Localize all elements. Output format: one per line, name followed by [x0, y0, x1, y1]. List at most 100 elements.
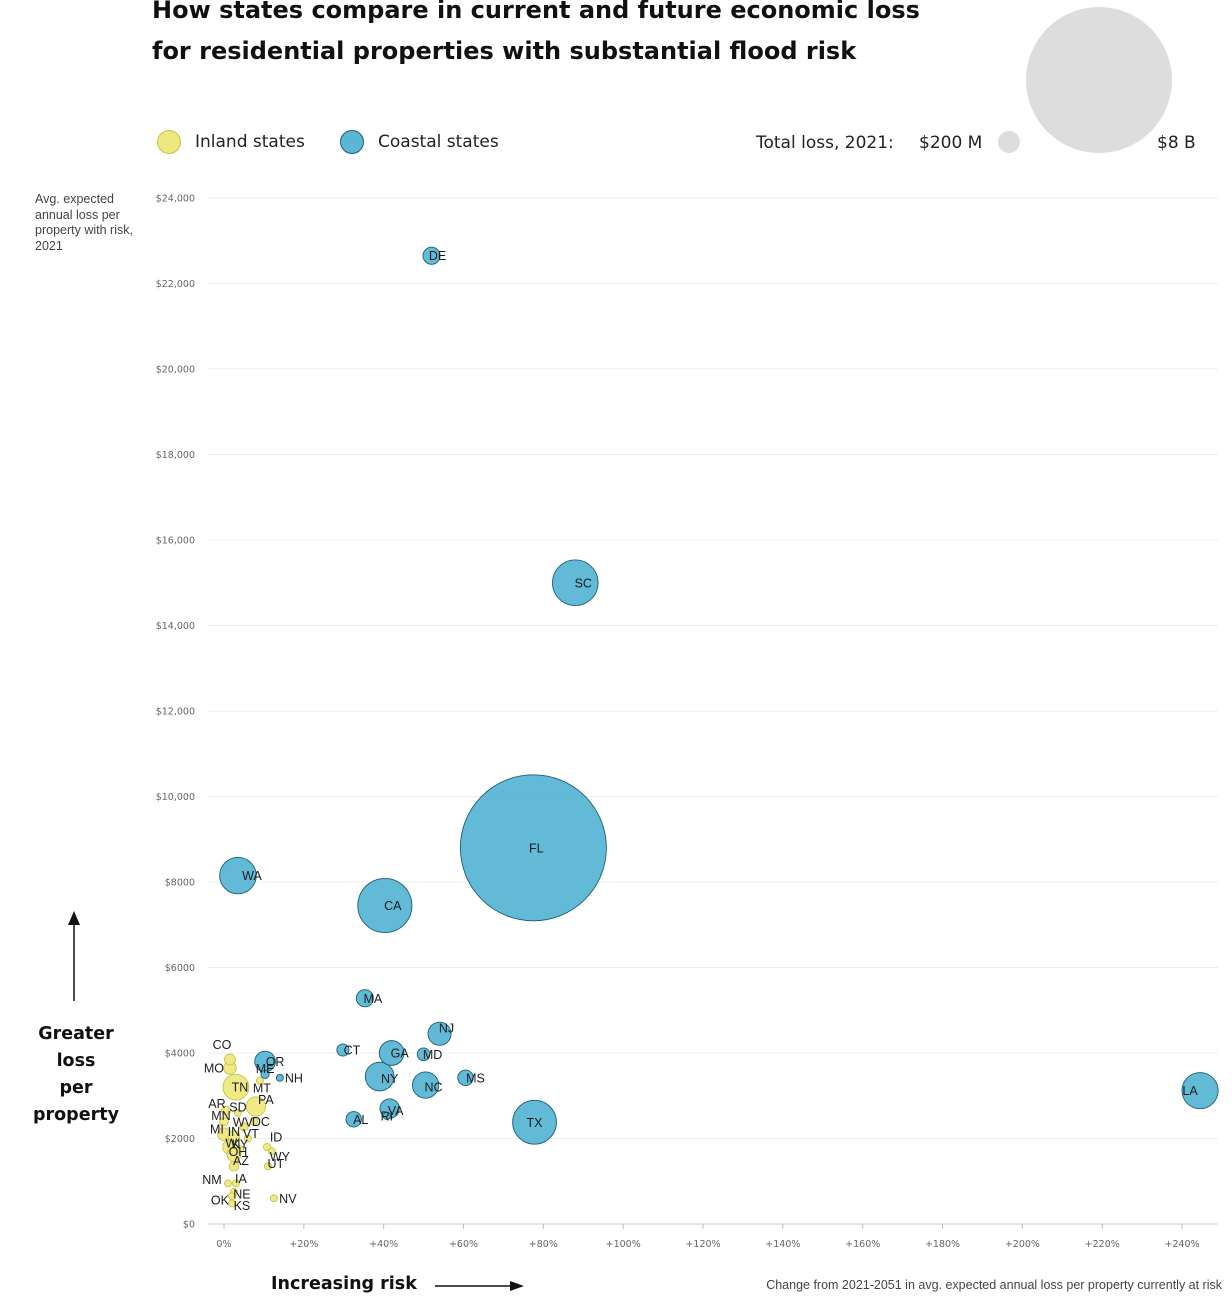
bubble-nc — [411, 1071, 440, 1099]
x-tick-label: +240% — [1165, 1239, 1200, 1250]
x-tick-label: +160% — [845, 1239, 880, 1250]
y-tick-label: $2000 — [165, 1134, 195, 1145]
size-legend-max-label: $8 B — [1157, 133, 1196, 153]
y-tick-label: $14,000 — [156, 621, 195, 632]
x-axis-description: Change from 2021-2051 in avg. expected a… — [766, 1278, 1222, 1292]
bubble-label-mt: MT — [253, 1081, 271, 1095]
y-arrow-label-line-1: Greater loss — [38, 1024, 114, 1071]
bubble-label-vt: VT — [243, 1127, 259, 1141]
bubble-ny — [364, 1061, 395, 1092]
bubble-in — [227, 1130, 241, 1143]
bubble-label-ca: CA — [384, 899, 402, 913]
bubble-label-wv: WV — [233, 1115, 254, 1129]
bubble-sc — [552, 559, 599, 606]
x-tick-label: +180% — [925, 1239, 960, 1250]
bubble-ma — [355, 989, 374, 1008]
bubble-label-mi: MI — [210, 1123, 224, 1137]
bubble-nv — [269, 1194, 278, 1203]
bubble-label-ma: MA — [364, 992, 383, 1006]
bubble-label-dc: DC — [252, 1115, 270, 1129]
y-tick-label: $24,000 — [156, 194, 195, 205]
bubble-label-ga: GA — [391, 1047, 410, 1061]
y-tick-label: $22,000 — [156, 279, 195, 290]
y-arrow — [68, 911, 80, 1001]
x-tick-label: +200% — [1005, 1239, 1040, 1250]
legend-coastal-label: Coastal states — [378, 132, 499, 152]
bubble-label-ok: OK — [211, 1194, 230, 1208]
bubble-la — [1181, 1072, 1219, 1110]
gridlines — [208, 197, 1218, 1225]
y-tick-label: $16,000 — [156, 536, 195, 547]
bubble-fl — [459, 774, 607, 922]
bubble-label-nj: NJ — [439, 1021, 454, 1035]
bubble-label-or: OR — [266, 1055, 285, 1069]
bubble-label-ny: NY — [381, 1072, 399, 1086]
bubble-label-nc: NC — [425, 1081, 443, 1095]
bubble-sd — [233, 1108, 242, 1117]
y-tick-label: $4000 — [165, 1049, 195, 1060]
bubble-label-pa: PA — [258, 1093, 274, 1107]
size-legend-min-label: $200 M — [919, 133, 983, 153]
x-arrow — [435, 1281, 524, 1291]
bubble-label-ky: KY — [232, 1138, 249, 1152]
bubbles — [217, 246, 1219, 1208]
bubble-label-ri: RI — [381, 1109, 394, 1123]
x-tick-label: +40% — [369, 1239, 398, 1250]
y-axis-description: Avg. expected annual loss per property w… — [35, 192, 133, 253]
bubble-me — [260, 1069, 270, 1079]
legend-coastal-swatch — [340, 130, 364, 154]
bubble-label-mo: MO — [204, 1061, 224, 1075]
bubble-co — [224, 1053, 236, 1066]
bubble-label-az: AZ — [233, 1154, 249, 1168]
bubble-label-sc: SC — [575, 576, 592, 590]
bubble-wa — [219, 856, 257, 895]
bubble-label-co: CO — [213, 1038, 232, 1052]
bubble-al — [345, 1111, 362, 1128]
x-tick-label: +120% — [685, 1239, 720, 1250]
chart-title-line-2: for residential properties with substant… — [152, 37, 857, 65]
bubble-label-me: ME — [256, 1062, 275, 1076]
x-tick-label: +100% — [606, 1239, 641, 1250]
bubble-label-fl: FL — [529, 841, 544, 855]
bubble-ar — [221, 1105, 231, 1116]
bubble-label-nh: NH — [285, 1071, 303, 1085]
bubble-label-md: MD — [423, 1048, 442, 1062]
bubble-md — [416, 1047, 431, 1062]
size-legend-min-circle — [998, 131, 1020, 153]
y-arrow-label-line-2: per property — [33, 1078, 119, 1125]
x-axis-ticks: 0% +20% +40% +60% +80% +100% +120% +140% +160% +1… — [216, 1224, 1200, 1250]
legend-inland-label: Inland states — [195, 132, 305, 152]
bubble-ia — [231, 1179, 240, 1188]
legend-inland-swatch — [157, 130, 181, 154]
bubble-label-tx: TX — [527, 1116, 544, 1130]
bubble-labels: FL CA SC TX WA LA NY NC TN GA NJ OR VA PA MA DE MS AL WIOH… — [202, 249, 1198, 1213]
legend-inland: Inland states — [157, 130, 305, 154]
bubble-label-la: LA — [1182, 1084, 1198, 1098]
y-tick-label: $0 — [183, 1220, 195, 1231]
bubble-label-ne: NE — [233, 1187, 250, 1201]
bubble-pa — [245, 1096, 267, 1117]
bubble-label-nv: NV — [279, 1192, 297, 1206]
x-tick-label: +220% — [1085, 1239, 1120, 1250]
y-tick-label: $12,000 — [156, 707, 195, 718]
bubble-label-in: IN — [228, 1125, 241, 1139]
bubble-label-tn: TN — [232, 1081, 249, 1095]
x-tick-label: +140% — [765, 1239, 800, 1250]
bubble-label-oh: OH — [229, 1145, 248, 1159]
bubble-label-wy: WY — [270, 1150, 291, 1164]
x-tick-label: 0% — [216, 1239, 231, 1250]
bubble-nh — [275, 1073, 284, 1082]
bubble-ms — [457, 1069, 474, 1086]
bubble-label-ia: IA — [235, 1172, 247, 1186]
bubble-label-id: ID — [270, 1131, 283, 1145]
bubble-label-ms: MS — [466, 1071, 485, 1085]
bubble-vt — [243, 1134, 252, 1143]
chart-title-line-1: How states compare in current and future… — [152, 0, 920, 24]
bubble-wv — [239, 1122, 249, 1132]
bubble-label-de: DE — [429, 249, 446, 263]
bubble-ky — [235, 1145, 245, 1154]
bubble-ca — [357, 877, 413, 934]
bubble-label-wi: WI — [225, 1137, 240, 1151]
bubble-wy — [267, 1147, 276, 1156]
